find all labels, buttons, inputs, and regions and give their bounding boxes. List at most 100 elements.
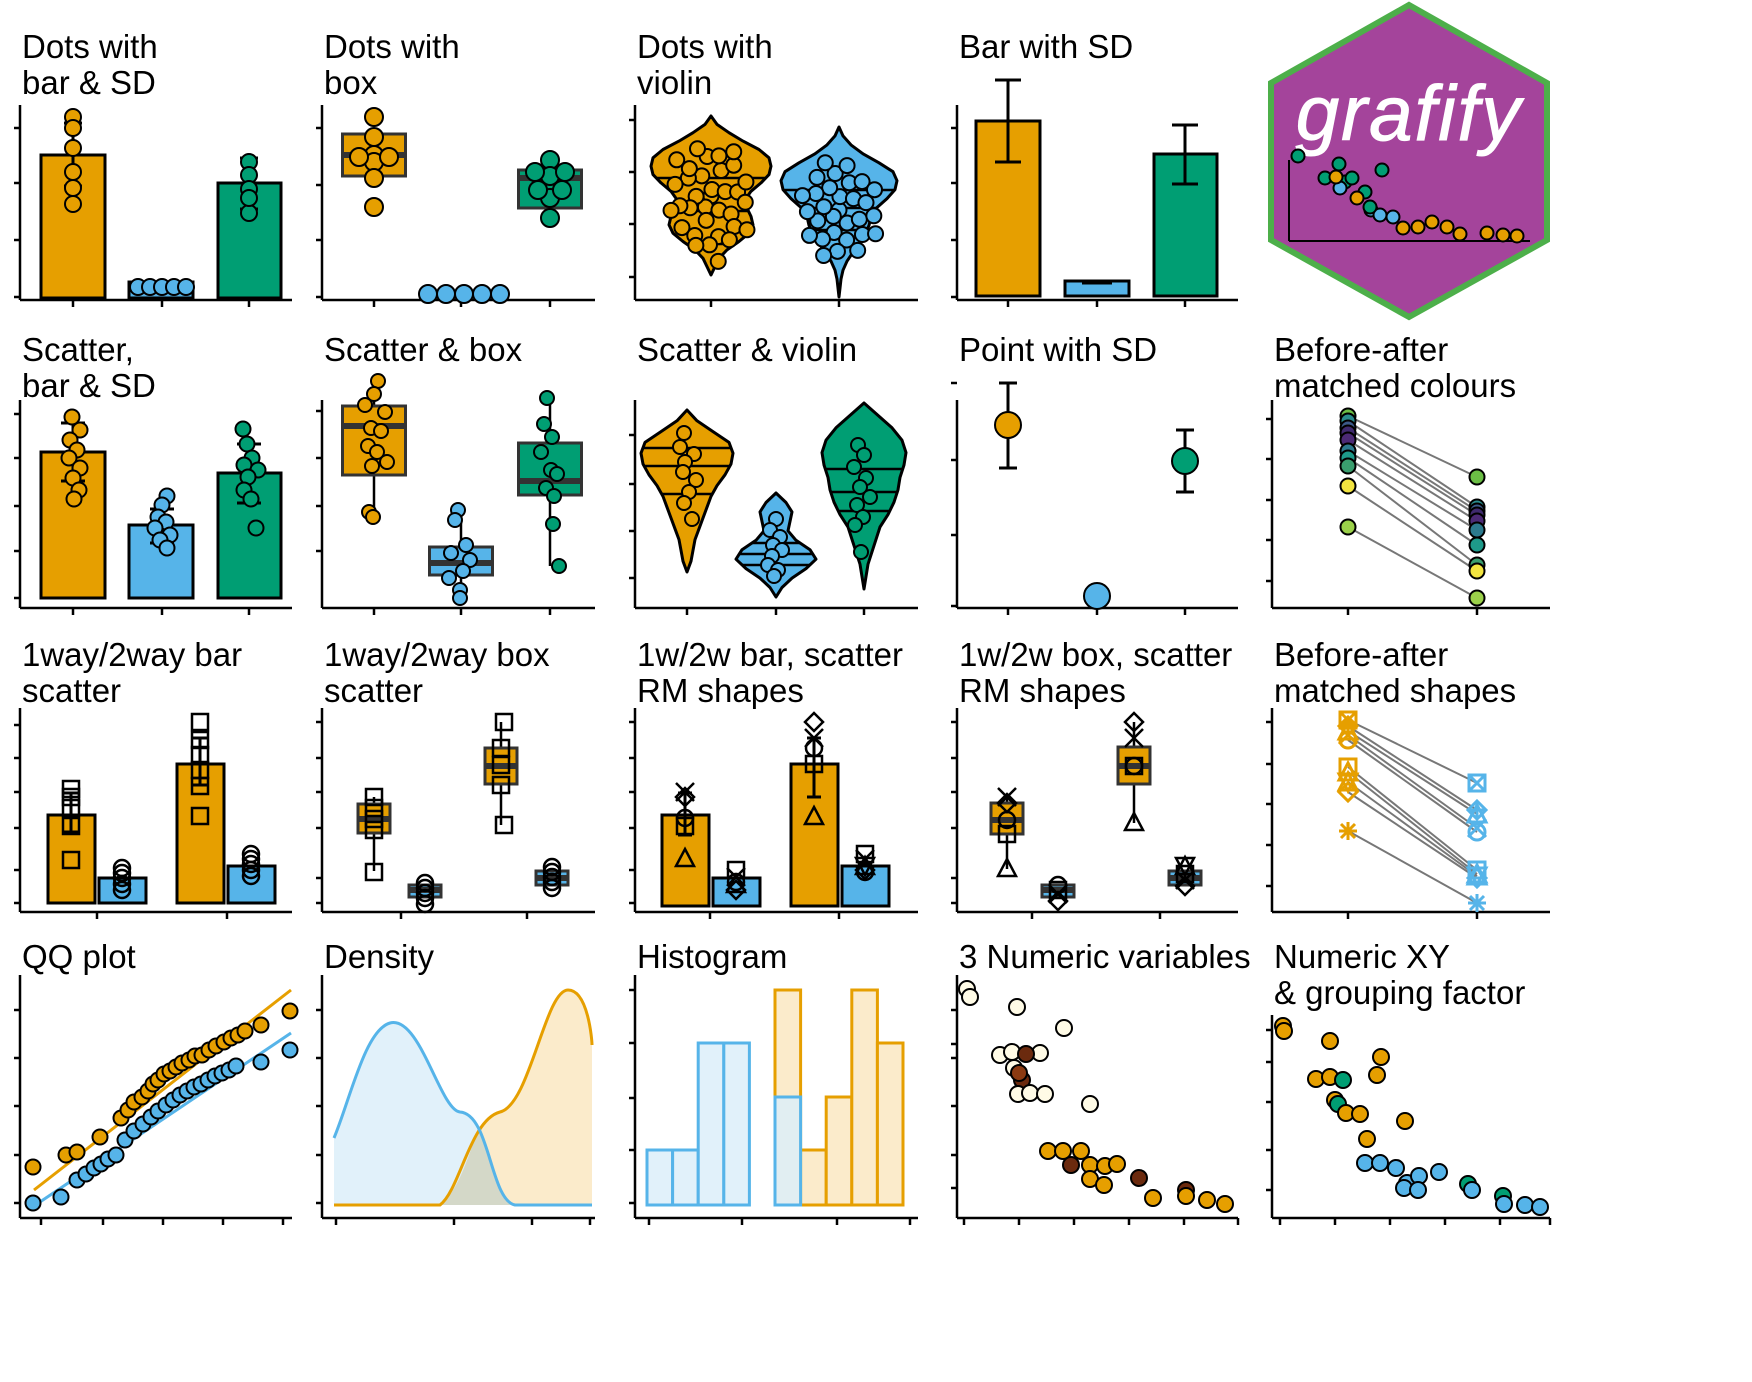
data-point [1174, 875, 1196, 897]
data-point [828, 242, 846, 260]
pair-line [1347, 739, 1478, 833]
data-point [1177, 1187, 1195, 1205]
panel-title: & grouping factor [1274, 974, 1525, 1011]
panel-qq-plot: QQ plot [14, 938, 299, 1225]
panel-title: bar & SD [22, 367, 156, 404]
panel-title: Density [324, 938, 435, 975]
data-point [1175, 864, 1195, 884]
panel-title: 1w/2w box, scatter [959, 636, 1232, 673]
panel-title: 1way/2way box [324, 636, 550, 673]
data-point [177, 278, 195, 296]
data-point [549, 466, 565, 482]
hist-bar-blue [645, 1148, 675, 1207]
data-point [24, 1158, 42, 1176]
data-point [1339, 477, 1357, 495]
data-point [1410, 219, 1426, 235]
data-point [364, 168, 384, 188]
data-point [238, 435, 256, 453]
data-point [1083, 582, 1111, 610]
panel-title: scatter [22, 672, 121, 709]
data-point [227, 1057, 245, 1075]
panel-bar-sd: Bar with SD [951, 28, 1238, 307]
data-point [668, 151, 686, 169]
data-point [71, 421, 89, 439]
pair-line [1347, 420, 1478, 508]
pair-line [1347, 730, 1478, 815]
data-point [552, 180, 572, 200]
data-point [64, 195, 82, 213]
data-point [1336, 772, 1360, 795]
data-point [725, 143, 743, 161]
data-point [720, 231, 738, 249]
data-point [808, 168, 826, 186]
data-point [64, 139, 82, 157]
data-point [1095, 1176, 1113, 1194]
panel-title: Scatter & violin [637, 331, 857, 368]
data-point [1048, 880, 1068, 900]
data-point [377, 404, 393, 420]
panel-title: QQ plot [22, 938, 136, 975]
data-point [1465, 866, 1489, 890]
data-point [1509, 228, 1525, 244]
data-point [1395, 220, 1411, 236]
data-point [862, 489, 878, 505]
data-point [364, 107, 384, 127]
data-point [1055, 1019, 1073, 1037]
panel-title: RM shapes [637, 672, 804, 709]
data-point [247, 519, 265, 537]
data-point [1468, 894, 1486, 912]
data-point [826, 165, 844, 183]
data-point [1144, 1189, 1162, 1207]
panel-density: Density [316, 938, 595, 1225]
data-point [849, 241, 867, 259]
panel-title: box [324, 64, 378, 101]
data-point [281, 1002, 299, 1020]
data-point [1338, 730, 1358, 750]
data-point [675, 808, 695, 828]
pair-line [1347, 766, 1478, 871]
data-point [61, 798, 81, 818]
data-point [528, 180, 548, 200]
data-point [364, 820, 384, 840]
data-point [379, 454, 395, 470]
data-point [709, 252, 727, 270]
data-point [281, 1041, 299, 1059]
data-point [241, 866, 261, 886]
data-point [542, 878, 562, 898]
data-point [1468, 562, 1486, 580]
data-point [555, 162, 575, 182]
logo-text: grafify [1296, 69, 1524, 157]
data-point [68, 1143, 86, 1161]
data-point [490, 284, 510, 304]
data-point [1387, 1159, 1405, 1177]
data-point [1466, 817, 1488, 839]
data-point [112, 868, 132, 888]
data-point [1130, 1169, 1148, 1187]
panel-three-numeric: 3 Numeric variables [951, 938, 1251, 1225]
data-point [455, 563, 471, 579]
data-point [379, 147, 399, 167]
panel-title: 3 Numeric variables [959, 938, 1251, 975]
data-point [804, 738, 824, 758]
data-point [1371, 1154, 1389, 1172]
data-point [997, 824, 1017, 844]
data-point [1385, 209, 1401, 225]
data-point [710, 147, 728, 165]
data-point [961, 988, 979, 1006]
data-point [52, 1188, 70, 1206]
data-point [1328, 169, 1344, 185]
data-point [1358, 1130, 1376, 1148]
panel-scatter-violin: Scatter & violin [629, 331, 918, 615]
data-point [158, 539, 176, 557]
data-point [1356, 1154, 1374, 1172]
data-point [662, 201, 680, 219]
data-point [545, 516, 561, 532]
data-point [1344, 170, 1360, 186]
panel-title: Dots with [324, 28, 460, 65]
data-point [1017, 1045, 1035, 1063]
data-point [798, 203, 816, 221]
panel-title: Before-after [1274, 636, 1448, 673]
